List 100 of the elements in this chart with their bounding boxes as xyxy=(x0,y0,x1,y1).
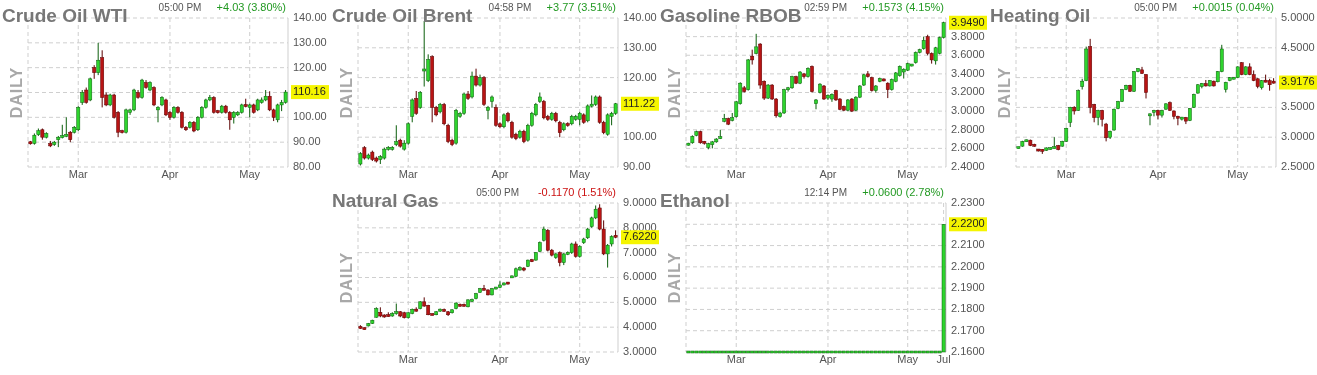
x-tick-label: May xyxy=(569,353,591,365)
chart-title: Natural Gas xyxy=(332,190,439,211)
candlestick xyxy=(446,123,450,144)
annotation: 7.6220 xyxy=(623,230,657,243)
x-tick-label: Apr xyxy=(1149,168,1167,180)
annotation: 110.16 xyxy=(293,85,326,98)
annotation: 111.22 xyxy=(623,96,656,109)
text: 05:00 PM xyxy=(476,187,519,198)
y-tick-label: 2.2000 xyxy=(951,259,985,272)
y-tick-label: 3.6000 xyxy=(951,48,985,61)
y-tick-label: 100.00 xyxy=(293,110,327,123)
y-tick-label: 3.4000 xyxy=(951,66,985,79)
x-tick-label: Apr xyxy=(161,168,179,180)
y-tick-label: 2.1600 xyxy=(951,344,985,357)
candlestick xyxy=(1148,112,1152,126)
x-tick-label: Mar xyxy=(726,353,747,365)
y-axis-title: DAILY xyxy=(996,66,1013,119)
x-tick-label: Mar xyxy=(398,353,419,365)
x-tick-label: Apr xyxy=(491,353,509,365)
text: 05:00 PM xyxy=(1134,2,1177,13)
text: 12:14 PM xyxy=(804,187,847,198)
chart-title: Gasoline RBOB xyxy=(660,5,802,26)
y-axis-title: DAILY xyxy=(8,66,25,119)
x-tick-label: May xyxy=(569,168,591,180)
x-tick-label: Mar xyxy=(1056,168,1077,180)
x-tick-label: Mar xyxy=(68,168,89,180)
x-tick-label: May xyxy=(897,353,919,365)
y-tick-label: 3.5000 xyxy=(1281,100,1315,113)
y-tick-label: 3.8000 xyxy=(951,29,985,42)
annotation: 3.9176 xyxy=(1281,75,1315,88)
annotation: 2.2200 xyxy=(951,217,985,230)
y-tick-label: 120.00 xyxy=(623,70,657,83)
y-tick-label: 3.0000 xyxy=(951,104,985,117)
y-tick-label: 5.0000 xyxy=(1281,10,1315,23)
y-tick-label: 4.0000 xyxy=(623,320,657,333)
y-tick-label: 90.00 xyxy=(293,135,321,148)
y-tick-label: 8.0000 xyxy=(623,220,657,233)
y-tick-label: 3.0000 xyxy=(1281,130,1315,143)
candlestick xyxy=(470,71,474,99)
candlestick xyxy=(1144,73,1148,99)
y-tick-label: 5.0000 xyxy=(623,295,657,308)
candlestick xyxy=(541,99,546,120)
y-tick-label: 130.00 xyxy=(293,35,327,48)
y-tick-label: 120.00 xyxy=(293,60,327,73)
candlestick xyxy=(156,105,160,123)
x-tick-label: May xyxy=(897,168,919,180)
candlestick xyxy=(227,110,232,131)
y-tick-label: 2.1700 xyxy=(951,323,985,336)
candlestick xyxy=(1132,70,1136,93)
candlestick xyxy=(490,94,494,108)
text: 05:00 PM xyxy=(158,2,202,13)
x-tick-label: May xyxy=(1227,168,1249,180)
text: +0.1573 (4.15%) xyxy=(862,1,944,13)
candlestick xyxy=(76,105,81,132)
x-tick-label: Apr xyxy=(819,168,837,180)
candlestick xyxy=(442,102,446,126)
y-tick-label: 80.00 xyxy=(293,159,321,172)
text: +0.0015 (0.04%) xyxy=(1192,1,1274,13)
y-tick-label: 2.6000 xyxy=(951,141,985,154)
y-tick-label: 2.2100 xyxy=(951,238,985,251)
text: +0.0600 (2.78%) xyxy=(862,186,944,198)
x-tick-label: May xyxy=(239,168,261,180)
y-axis-title: DAILY xyxy=(338,251,355,304)
candlestick xyxy=(486,105,490,120)
annotation: 3.9490 xyxy=(951,15,985,28)
candlestick xyxy=(410,97,415,123)
y-tick-label: 2.5000 xyxy=(1281,159,1315,172)
y-tick-label: 140.00 xyxy=(293,10,327,23)
y-axis-title: DAILY xyxy=(338,66,355,119)
candlestick xyxy=(96,42,101,76)
candlestick xyxy=(1096,109,1100,126)
y-tick-label: 130.00 xyxy=(623,40,657,53)
chart-title: Heating Oil xyxy=(990,5,1091,26)
y-tick-label: 100.00 xyxy=(623,130,657,143)
y-axis-title: DAILY xyxy=(666,66,683,119)
text: +3.77 (3.51%) xyxy=(546,1,616,13)
y-tick-label: 3.0000 xyxy=(623,344,657,357)
y-tick-label: 2.1800 xyxy=(951,302,985,315)
text: -0.1170 (1.51%) xyxy=(537,186,616,198)
y-tick-label: 140.00 xyxy=(623,10,657,23)
y-tick-label: 2.4000 xyxy=(951,159,985,172)
x-tick-label: Apr xyxy=(819,353,837,365)
y-tick-label: 2.8000 xyxy=(951,122,985,135)
chart-title: Crude Oil Brent xyxy=(332,5,474,26)
text: 04:58 PM xyxy=(488,2,532,13)
y-tick-label: 2.2300 xyxy=(951,195,985,208)
text: +4.03 (3.80%) xyxy=(216,1,286,13)
candlestick xyxy=(782,88,786,115)
x-tick-label: Jul xyxy=(936,353,951,365)
chart-title: Ethanol xyxy=(660,190,730,211)
y-axis-title: DAILY xyxy=(666,251,683,304)
y-tick-label: 2.1900 xyxy=(951,281,985,294)
x-tick-label: Apr xyxy=(491,168,509,180)
y-tick-label: 6.0000 xyxy=(623,270,657,283)
y-tick-label: 4.5000 xyxy=(1281,40,1315,53)
chart-title: Crude Oil WTI xyxy=(2,5,128,26)
y-tick-label: 3.2000 xyxy=(951,85,985,98)
x-tick-label: Mar xyxy=(726,168,747,180)
candlestick xyxy=(494,103,498,128)
y-tick-label: 9.0000 xyxy=(623,195,657,208)
